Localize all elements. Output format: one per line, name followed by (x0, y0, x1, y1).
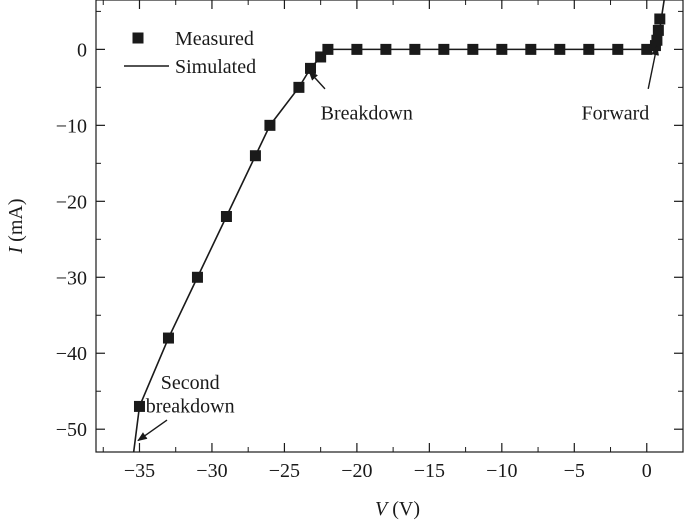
x-tick-label: −30 (196, 460, 227, 482)
y-tick-label: −50 (56, 419, 87, 441)
annotation-label: Forward (582, 102, 650, 124)
x-axis-var: V (375, 498, 390, 520)
y-tick-label: −30 (56, 267, 87, 289)
measured-point (293, 81, 305, 93)
measured-point (264, 119, 276, 131)
y-tick-label: −10 (56, 115, 87, 137)
y-tick-label: −40 (56, 343, 87, 365)
annotation-arrow (137, 419, 168, 442)
measured-point (467, 43, 479, 55)
measured-point (652, 24, 664, 36)
measured-point (612, 43, 624, 55)
measured-point (651, 34, 663, 46)
x-tick-label: −35 (124, 460, 155, 482)
y-axis-unit: (mA) (5, 199, 27, 247)
measured-point (191, 271, 203, 283)
x-tick-label: −25 (269, 460, 300, 482)
legend-measured-marker (132, 32, 144, 44)
measured-point (409, 43, 421, 55)
y-tick-label: −20 (56, 191, 87, 213)
measured-point (583, 43, 595, 55)
annotation-label: breakdown (146, 395, 235, 417)
annotation-arrow (647, 45, 659, 90)
y-axis-var: I (5, 246, 27, 255)
y-tick-label: 0 (77, 39, 87, 61)
annotation-label: Second (161, 372, 220, 394)
measured-point (525, 43, 537, 55)
x-tick-label: −15 (414, 460, 445, 482)
measured-point (133, 400, 145, 412)
x-tick-label: −20 (341, 460, 372, 482)
measured-point (438, 43, 450, 55)
measured-point (305, 62, 317, 74)
annotation-label: Breakdown (321, 102, 413, 124)
measured-point (496, 43, 508, 55)
measured-point (220, 211, 232, 222)
legend-simulated-label: Simulated (175, 56, 256, 78)
measured-point (380, 43, 392, 55)
measured-point (322, 43, 334, 55)
x-tick-label: −10 (486, 460, 517, 482)
y-axis-label: I (mA) (5, 199, 27, 255)
measured-point (554, 43, 566, 55)
x-axis-label: V (V) (375, 498, 420, 520)
measured-point (641, 43, 653, 55)
annotation-arrow (308, 70, 326, 90)
measured-point (315, 51, 327, 63)
x-axis-unit: (V) (387, 498, 420, 520)
measured-point (162, 332, 174, 344)
measured-point (351, 43, 363, 55)
x-tick-label: 0 (642, 460, 652, 482)
measured-point (654, 13, 666, 25)
plot-frame (95, 0, 684, 453)
measured-point (249, 150, 261, 162)
legend-measured-label: Measured (175, 28, 254, 50)
x-tick-label: −5 (564, 460, 585, 482)
